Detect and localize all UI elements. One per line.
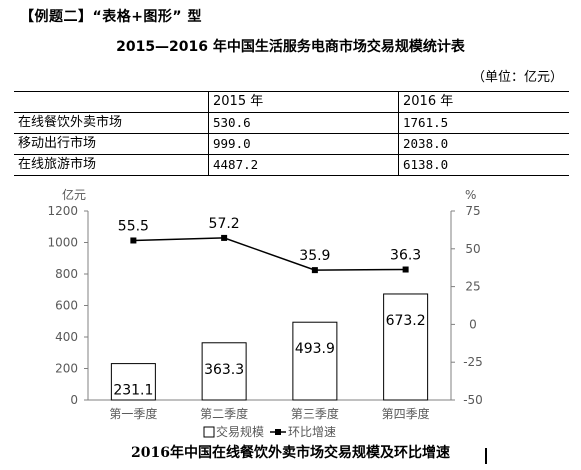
growth-point <box>311 267 318 274</box>
growth-point <box>130 237 137 244</box>
row-label: 在线餐饮外卖市场 <box>14 112 209 134</box>
x-tick-label: 第三季度 <box>291 406 339 421</box>
text-cursor <box>485 448 487 464</box>
right-tick-label: -50 <box>463 393 483 407</box>
value-2016: 2038.0 <box>398 133 569 155</box>
bar-data-label: 231.1 <box>113 383 153 399</box>
x-tick-label: 第一季度 <box>109 406 157 421</box>
table-row: 在线餐饮外卖市场 530.6 1761.5 <box>14 112 569 134</box>
legend-bar-swatch <box>203 426 215 438</box>
right-tick-label: 75 <box>465 204 480 218</box>
row-label: 在线旅游市场 <box>14 154 209 176</box>
left-tick-label: 800 <box>55 267 78 281</box>
right-axis-label: % <box>465 188 476 202</box>
table-unit: （单位：亿元） <box>471 70 563 85</box>
table-row: 移动出行市场 999.0 2038.0 <box>14 133 569 155</box>
table-title: 2015—2016 年中国生活服务电商市场交易规模统计表 <box>116 39 465 55</box>
value-2016: 6138.0 <box>398 154 569 176</box>
line-data-label: 35.9 <box>299 248 330 264</box>
value-2015: 999.0 <box>208 133 399 155</box>
right-tick-label: -25 <box>463 355 483 369</box>
left-tick-label: 1200 <box>47 204 78 218</box>
legend-line-label: 环比增速 <box>288 425 336 439</box>
right-tick-label: 50 <box>465 242 480 256</box>
bar <box>201 342 247 401</box>
growth-point <box>402 266 409 273</box>
growth-line <box>133 237 406 271</box>
x-tick-label: 第二季度 <box>200 406 248 421</box>
left-tick-label: 1000 <box>47 236 78 250</box>
right-tick-label: 0 <box>469 317 477 331</box>
left-tick-label: 0 <box>70 393 78 407</box>
table-header-cell: 2016 年 <box>398 91 569 113</box>
left-tick-label: 400 <box>55 330 78 344</box>
example-heading: 【例题二】“表格+图形” 型 <box>20 9 203 25</box>
combo-chart: 0 200 400 600 800 1000 1200 -50 -25 0 25 50 75 亿元 % 231… <box>47 187 483 439</box>
line-data-label: 57.2 <box>209 216 240 232</box>
bar-data-label: 363.3 <box>204 362 244 378</box>
legend-line-marker <box>275 429 281 435</box>
bar-data-label: 493.9 <box>295 341 335 357</box>
left-axis-label: 亿元 <box>62 187 86 202</box>
bar-data-label: 673.2 <box>386 313 426 329</box>
left-tick-label: 600 <box>55 299 78 313</box>
line-data-label: 55.5 <box>118 218 149 234</box>
x-tick-label: 第四季度 <box>382 406 430 421</box>
growth-point <box>221 234 228 241</box>
table-header-cell: 2015 年 <box>208 91 399 113</box>
table-header-row: 2015 年 2016 年 <box>14 91 569 113</box>
table-header-cell <box>14 91 209 113</box>
value-2015: 4487.2 <box>208 154 399 176</box>
bar <box>110 363 156 401</box>
row-label: 移动出行市场 <box>14 133 209 155</box>
bar <box>292 321 338 401</box>
right-tick-label: 25 <box>465 280 480 294</box>
line-data-label: 36.3 <box>390 248 421 264</box>
left-tick-label: 200 <box>55 362 78 376</box>
table-row: 在线旅游市场 4487.2 6138.0 <box>14 154 569 176</box>
bar <box>383 293 429 401</box>
chart-title: 2016年中国在线餐饮外卖市场交易规模及环比增速 <box>131 445 450 461</box>
value-2015: 530.6 <box>208 112 399 134</box>
value-2016: 1761.5 <box>398 112 569 134</box>
data-table: 2015 年 2016 年 在线餐饮外卖市场 530.6 1761.5 移动出行… <box>14 91 569 176</box>
legend-bar-label: 交易规模 <box>216 424 264 439</box>
